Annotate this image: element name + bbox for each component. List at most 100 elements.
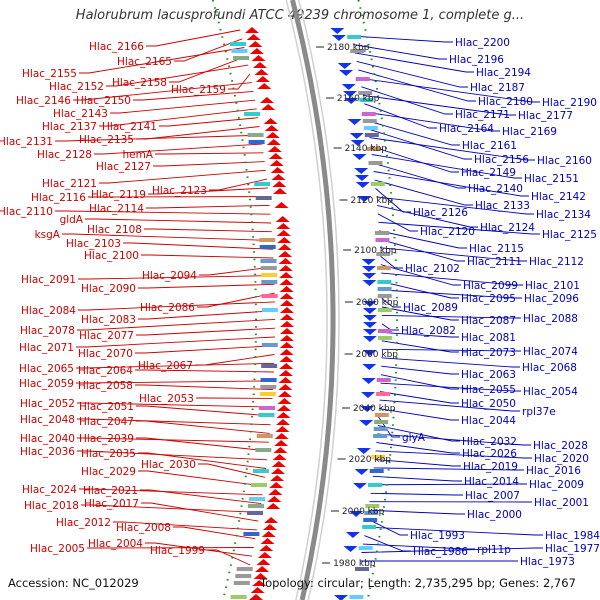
left-gene-label[interactable]: Hlac_2135 (79, 134, 134, 146)
left-gene-label[interactable]: Hlac_2108 (87, 224, 142, 236)
left-gene-label[interactable]: Hlac_2121 (42, 178, 97, 190)
inner-feature-block[interactable] (260, 259, 277, 263)
forward-gene-arrow[interactable] (257, 552, 272, 558)
forward-gene-arrow[interactable] (279, 335, 294, 341)
left-gene-label[interactable]: Hlac_2012 (56, 517, 111, 529)
left-gene-label[interactable]: Hlac_2128 (37, 149, 92, 161)
left-gene-label[interactable]: hemA (122, 149, 153, 161)
forward-gene-arrow[interactable] (263, 118, 278, 124)
forward-gene-arrow[interactable] (259, 545, 274, 551)
reverse-gene-arrow[interactable] (343, 546, 358, 552)
forward-gene-arrow[interactable] (254, 69, 269, 75)
forward-gene-arrow[interactable] (259, 97, 274, 103)
inner-feature-block[interactable] (233, 56, 250, 60)
inner-feature-block[interactable] (255, 196, 272, 200)
reverse-gene-arrow[interactable] (361, 392, 375, 398)
inner-feature-block[interactable] (259, 238, 276, 242)
outer-feature-block[interactable] (371, 455, 386, 459)
left-gene-label[interactable]: Hlac_2143 (53, 108, 108, 120)
inner-feature-block[interactable] (243, 532, 260, 536)
forward-gene-arrow[interactable] (279, 356, 294, 362)
reverse-gene-arrow[interactable] (362, 308, 377, 314)
forward-gene-arrow[interactable] (278, 384, 293, 390)
inner-feature-block[interactable] (230, 595, 247, 599)
forward-gene-arrow[interactable] (272, 454, 287, 460)
inner-feature-block[interactable] (258, 413, 275, 417)
forward-gene-arrow[interactable] (264, 125, 279, 131)
right-gene-label[interactable]: Hlac_2194 (476, 67, 531, 79)
forward-gene-arrow[interactable] (279, 286, 294, 292)
forward-gene-arrow[interactable] (278, 377, 293, 383)
right-gene-label[interactable]: Hlac_2112 (529, 256, 584, 268)
reverse-gene-arrow[interactable] (343, 91, 357, 97)
reverse-gene-arrow[interactable] (361, 266, 376, 272)
left-gene-label[interactable]: Hlac_2158 (112, 77, 167, 89)
right-gene-label[interactable]: Hlac_2125 (542, 229, 597, 241)
reverse-gene-arrow[interactable] (357, 196, 372, 202)
left-gene-label[interactable]: Hlac_2150 (76, 95, 131, 107)
reverse-gene-arrow[interactable] (345, 532, 360, 538)
outer-feature-block[interactable] (375, 231, 389, 235)
right-gene-label[interactable]: Hlac_2050 (461, 398, 516, 410)
inner-feature-block[interactable] (260, 266, 277, 270)
left-gene-label[interactable]: gldA (60, 214, 84, 226)
forward-gene-arrow[interactable] (266, 503, 281, 509)
forward-gene-arrow[interactable] (272, 181, 287, 187)
left-gene-label[interactable]: Hlac_2040 (20, 433, 75, 445)
forward-gene-arrow[interactable] (279, 293, 294, 299)
outer-feature-block[interactable] (350, 49, 365, 53)
right-gene-label[interactable]: Hlac_2133 (475, 200, 530, 212)
forward-gene-arrow[interactable] (252, 580, 267, 586)
outer-feature-block[interactable] (376, 266, 391, 270)
left-gene-label[interactable]: Hlac_2048 (20, 414, 75, 426)
left-gene-label[interactable]: Hlac_2078 (20, 325, 75, 337)
reverse-gene-arrow[interactable] (337, 63, 352, 69)
outer-feature-block[interactable] (362, 525, 377, 529)
forward-gene-arrow[interactable] (249, 48, 264, 54)
outer-feature-block[interactable] (377, 287, 392, 291)
outer-feature-block[interactable] (374, 420, 389, 424)
right-gene-label[interactable]: glyA (402, 432, 426, 444)
inner-feature-block[interactable] (233, 581, 250, 585)
left-gene-label[interactable]: Hlac_2094 (142, 270, 197, 282)
left-gene-label[interactable]: Hlac_2086 (140, 302, 195, 314)
forward-gene-arrow[interactable] (274, 433, 289, 439)
forward-gene-arrow[interactable] (271, 461, 286, 467)
forward-gene-arrow[interactable] (278, 370, 293, 376)
inner-feature-block[interactable] (260, 378, 277, 382)
outer-feature-block[interactable] (376, 392, 391, 396)
left-gene-label[interactable]: Hlac_2084 (21, 305, 76, 317)
right-gene-label[interactable]: Hlac_2054 (523, 386, 578, 398)
forward-gene-arrow[interactable] (256, 559, 271, 565)
left-gene-label[interactable]: Hlac_2155 (22, 68, 77, 80)
outer-feature-block[interactable] (378, 329, 392, 333)
inner-feature-block[interactable] (260, 385, 277, 389)
right-gene-label[interactable]: Hlac_2101 (525, 280, 580, 292)
outer-feature-block[interactable] (370, 182, 385, 186)
reverse-gene-arrow[interactable] (331, 35, 346, 41)
left-gene-label[interactable]: Hlac_2065 (19, 363, 74, 375)
reverse-gene-arrow[interactable] (354, 469, 369, 475)
right-gene-label[interactable]: Hlac_2000 (467, 509, 522, 521)
reverse-gene-arrow[interactable] (361, 378, 376, 384)
left-gene-label[interactable]: Hlac_2166 (89, 41, 144, 53)
left-gene-label[interactable]: Hlac_2067 (138, 360, 193, 372)
left-gene-label[interactable]: Hlac_2018 (24, 500, 79, 512)
right-gene-label[interactable]: Hlac_2028 (533, 440, 588, 452)
outer-feature-block[interactable] (361, 112, 376, 116)
forward-gene-arrow[interactable] (267, 146, 282, 152)
right-gene-label[interactable]: Hlac_2161 (462, 140, 517, 152)
reverse-gene-arrow[interactable] (349, 511, 364, 517)
reverse-gene-arrow[interactable] (354, 168, 369, 174)
outer-feature-block[interactable] (376, 378, 391, 382)
right-gene-label[interactable]: Hlac_2187 (470, 82, 525, 94)
reverse-gene-arrow[interactable] (352, 483, 367, 489)
right-gene-label[interactable]: Hlac_2160 (537, 155, 592, 167)
right-gene-label[interactable]: Hlac_2180 (478, 96, 533, 108)
right-gene-label[interactable]: Hlac_2020 (534, 453, 589, 465)
right-gene-label[interactable]: Hlac_2156 (474, 154, 529, 166)
forward-gene-arrow[interactable] (253, 62, 267, 68)
outer-feature-block[interactable] (369, 469, 384, 473)
left-gene-label[interactable]: Hlac_2047 (79, 416, 134, 428)
